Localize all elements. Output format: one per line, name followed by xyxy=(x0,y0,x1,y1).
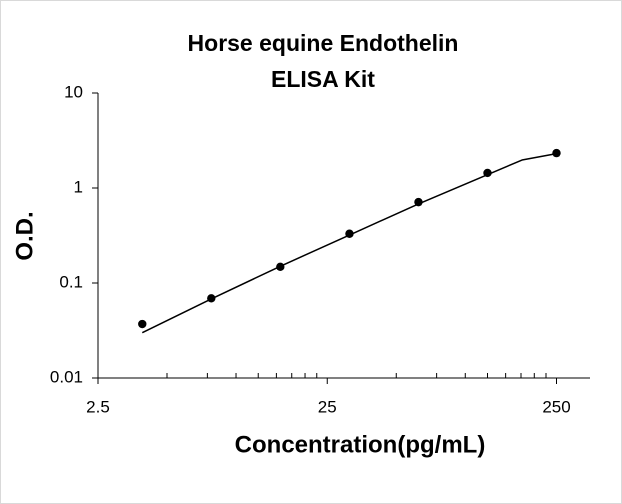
x-axis-label: Concentration(pg/mL) xyxy=(235,431,486,458)
trendline xyxy=(141,152,557,334)
x-tick-label: 2.5 xyxy=(86,397,110,416)
chart-title: Horse equine Endothelin xyxy=(188,30,459,56)
data-point xyxy=(483,168,492,178)
y-tick-label: 0.1 xyxy=(59,272,83,291)
y-tick-label: 0.01 xyxy=(50,367,83,386)
y-tick-label: 10 xyxy=(64,82,83,101)
data-point xyxy=(276,262,285,272)
data-point xyxy=(138,319,147,329)
chart-title: ELISA Kit xyxy=(271,66,375,92)
x-tick-label: 250 xyxy=(542,397,570,416)
data-point xyxy=(414,197,423,207)
data-point xyxy=(552,148,561,158)
x-tick-label: 25 xyxy=(318,397,337,416)
data-point xyxy=(207,294,216,303)
y-axis-label: O.D. xyxy=(11,211,38,260)
y-tick-label: 1 xyxy=(74,177,83,196)
data-point xyxy=(345,229,354,238)
